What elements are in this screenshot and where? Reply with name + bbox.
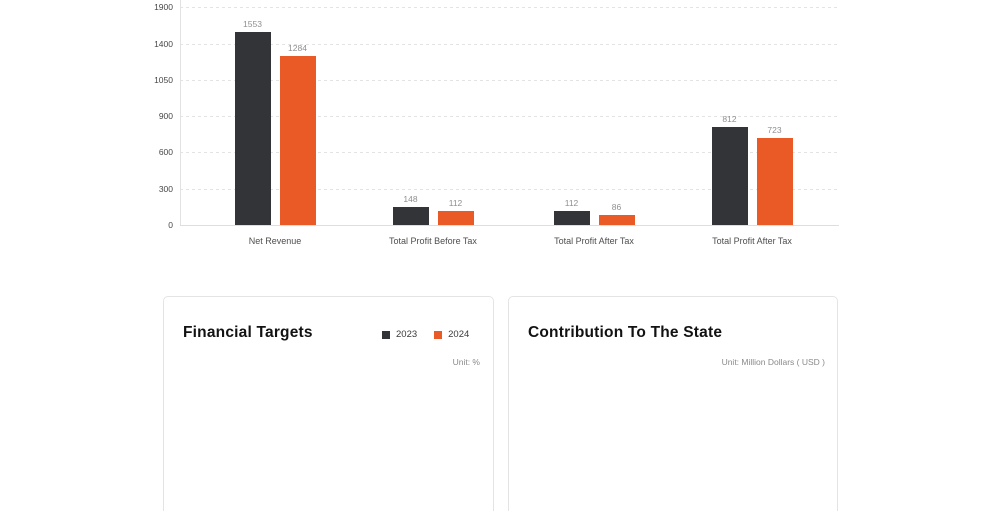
contribution-title: Contribution To The State	[528, 324, 723, 341]
y-tick-label: 1400	[154, 38, 173, 49]
bar[interactable]	[392, 207, 429, 225]
y-tick-label: 900	[158, 111, 173, 122]
y-tick-label: 1900	[154, 2, 173, 13]
bar-value-label: 723	[767, 124, 782, 135]
bar-value-label: 1553	[243, 19, 262, 30]
legend-square-icon	[434, 330, 443, 339]
bar[interactable]	[279, 55, 316, 225]
bar[interactable]	[756, 137, 793, 225]
gridline	[180, 7, 839, 9]
y-tick-label: 1050	[154, 74, 173, 85]
gridline	[180, 152, 839, 154]
legend-label-2024: 2024	[448, 329, 470, 340]
contribution-card	[508, 296, 838, 511]
category-label: Total Profit Before Tax	[389, 236, 477, 246]
y-tick-label: 300	[158, 183, 173, 194]
bar-value-label: 148	[403, 194, 418, 205]
y-axis-line	[180, 0, 181, 225]
gridline	[180, 43, 839, 45]
category-label: Total Profit After Tax	[554, 236, 634, 246]
financial-targets-title: Financial Targets	[183, 324, 313, 341]
gridline	[180, 79, 839, 81]
bar-value-label: 112	[564, 198, 579, 209]
y-tick-label: 0	[168, 220, 173, 230]
unit-label-usd: Unit: Million Dollars ( USD )	[721, 357, 825, 367]
gridline	[180, 116, 839, 118]
bar[interactable]	[234, 32, 271, 225]
y-tick-label: 600	[158, 147, 173, 158]
bar[interactable]	[598, 214, 635, 225]
bar[interactable]	[553, 211, 590, 225]
category-label: Total Profit After Tax	[712, 236, 792, 246]
legend-square-icon	[382, 330, 390, 339]
bar-value-label: 812	[722, 113, 737, 124]
legend-item-2024[interactable]: 2024	[434, 329, 469, 340]
chart-legend: 2023 2024	[382, 329, 469, 340]
legend-label-2023: 2023	[396, 329, 418, 340]
bar-value-label: 112	[448, 198, 463, 209]
legend-item-2023[interactable]: 2023	[382, 329, 417, 340]
category-label: Net Revenue	[248, 236, 302, 246]
bar[interactable]	[711, 126, 748, 225]
gridline	[180, 225, 839, 226]
bar-value-label: 1284	[288, 42, 307, 53]
bar[interactable]	[437, 211, 474, 225]
bar-value-label: 86	[611, 201, 622, 212]
unit-label-percent: Unit: %	[452, 357, 480, 367]
gridline	[180, 188, 839, 190]
